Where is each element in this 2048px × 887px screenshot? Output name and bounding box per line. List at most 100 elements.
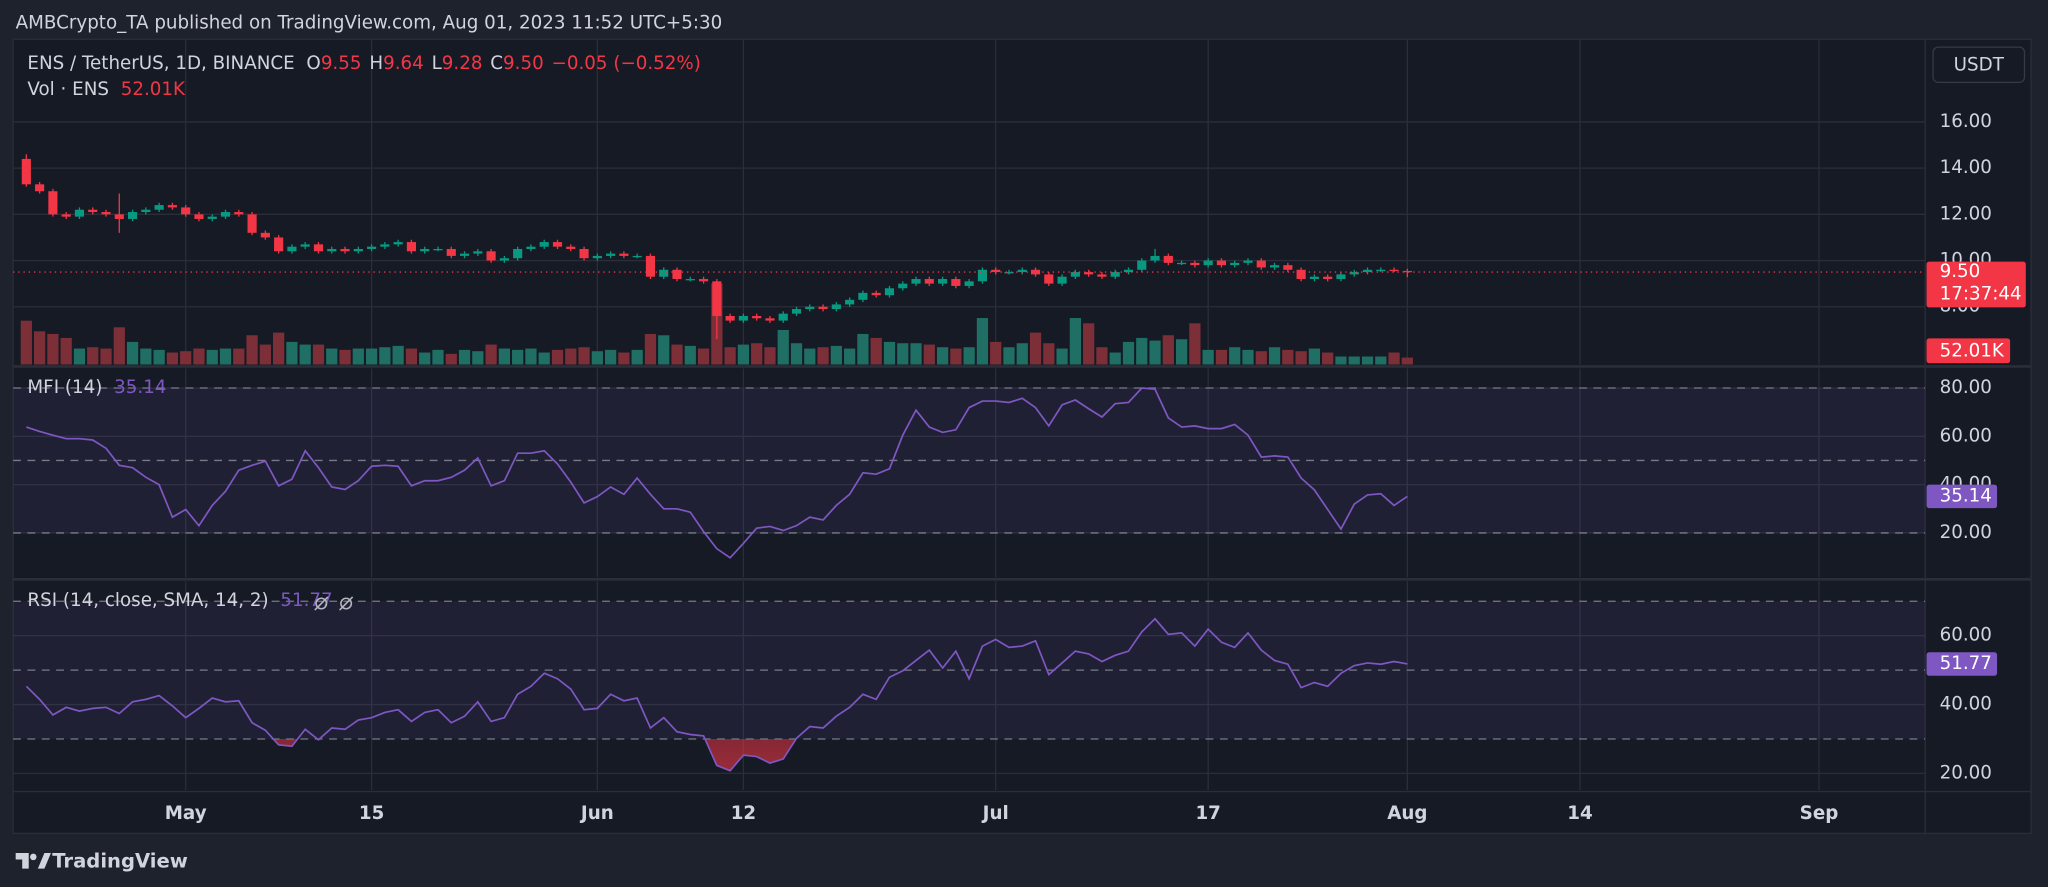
candle-body — [871, 292, 881, 296]
candle-body — [61, 214, 71, 217]
candle-body — [964, 281, 974, 286]
candle-body — [420, 248, 430, 252]
volume-bar — [1136, 337, 1148, 365]
volume-bar — [1348, 356, 1360, 365]
currency-button[interactable] — [1932, 46, 2026, 84]
candle-body — [393, 242, 403, 245]
candle-body — [1004, 272, 1014, 274]
indicator-title: MFI (14) — [27, 377, 102, 398]
candle-body — [141, 209, 151, 213]
x-tick-label: May — [165, 803, 207, 824]
candle-body — [1177, 262, 1187, 265]
ohlc-key: C — [490, 53, 503, 74]
y-tick-label: 60.00 — [1940, 625, 1992, 646]
candle-body — [1017, 269, 1027, 273]
candle-body — [1123, 269, 1134, 273]
change-value: −0.05 (−0.52%) — [552, 53, 701, 74]
value-badge-label: 51.77 — [1940, 653, 1992, 674]
volume-bar — [1322, 352, 1334, 365]
volume-bar — [60, 337, 72, 365]
volume-bar — [525, 348, 537, 365]
volume-bar — [1388, 352, 1400, 365]
volume-bar — [777, 329, 789, 365]
ohlc-key: H — [369, 53, 383, 74]
candle-body — [659, 269, 669, 277]
candle-body — [698, 279, 709, 282]
candle-body — [1216, 260, 1227, 266]
volume-badge-label: 52.01K — [1940, 340, 2005, 361]
candle-body — [858, 292, 868, 300]
y-tick-label: 14.00 — [1940, 157, 1992, 178]
candle-body — [1349, 272, 1359, 275]
candle-body — [406, 242, 416, 252]
indicator-value: 35.14 — [114, 377, 166, 398]
volume-bar — [246, 335, 258, 365]
volume-bar — [684, 345, 696, 365]
volume-bar — [1122, 341, 1135, 365]
indicator-legend: MFI (14) 35.14 — [27, 377, 166, 398]
candle-body — [791, 309, 802, 314]
volume-bar — [737, 344, 750, 365]
volume-bar — [804, 348, 816, 365]
candle-body — [938, 279, 948, 284]
candle-body — [884, 288, 895, 296]
volume-bar — [1043, 343, 1055, 365]
value-badge — [1926, 484, 1998, 509]
volume-bar — [1162, 335, 1174, 365]
candle-body — [513, 248, 523, 259]
pane-0 — [13, 39, 1926, 365]
volume-bar — [1109, 352, 1121, 365]
currency-label[interactable]: USDT — [1954, 54, 2005, 75]
volume-bar — [140, 348, 152, 365]
x-tick-label: Sep — [1800, 803, 1839, 824]
candle-body — [154, 205, 164, 210]
volume-bar — [352, 348, 364, 365]
x-tick-label: Jul — [981, 803, 1009, 824]
volume-bar — [1056, 348, 1068, 365]
indicator-line — [25, 617, 1408, 772]
volume-bar — [472, 351, 484, 365]
volume-bar — [817, 347, 829, 365]
volume-bar — [326, 348, 338, 365]
volume-bar — [764, 347, 776, 365]
volume-bar — [870, 337, 882, 365]
candle-body — [1137, 260, 1147, 270]
candle-body — [645, 255, 656, 277]
volume-bar — [1229, 347, 1241, 365]
candle-body — [446, 248, 456, 256]
volume-bar — [153, 349, 165, 365]
last-price-badge — [1926, 261, 2026, 308]
x-tick-label: 17 — [1195, 803, 1220, 824]
ohlc-value: 9.55 — [321, 53, 362, 74]
candle-body — [486, 251, 496, 261]
volume-bar — [538, 352, 550, 365]
candle-body — [260, 232, 270, 238]
volume-bar — [193, 348, 205, 365]
volume-bar — [259, 344, 271, 365]
candle-body — [924, 279, 934, 284]
candle-body — [752, 315, 762, 319]
volume-bar — [830, 345, 842, 365]
volume-bar — [1375, 356, 1387, 365]
candle-body — [579, 248, 589, 259]
candle-body — [1190, 262, 1200, 266]
candle-body — [1296, 269, 1306, 280]
candle-body — [1084, 272, 1094, 275]
candle-body — [340, 248, 350, 252]
y-tick-label: 12.00 — [1940, 203, 1992, 224]
volume-bar — [445, 353, 457, 365]
candle-body — [526, 246, 536, 249]
candle-body — [805, 306, 815, 310]
candle-body — [1044, 274, 1054, 284]
candle-body — [1057, 276, 1067, 284]
volume-bar — [405, 348, 418, 365]
candle-body — [1163, 255, 1173, 263]
candle-body — [74, 209, 85, 217]
candle-body — [1203, 260, 1213, 266]
indicator-title: RSI (14, close, SMA, 14, 2) — [27, 590, 268, 611]
candle-body — [592, 255, 602, 259]
candle-body — [1389, 269, 1399, 272]
volume-bar — [631, 349, 643, 365]
volume-bar — [485, 344, 497, 365]
volume-bar — [299, 344, 311, 365]
